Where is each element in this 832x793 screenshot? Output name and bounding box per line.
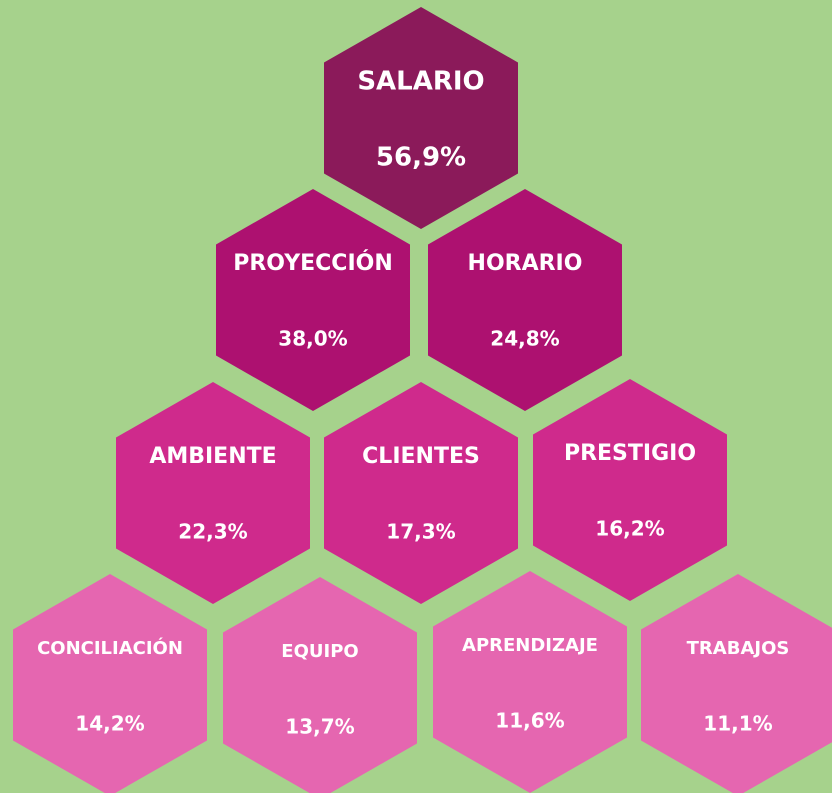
hexagon-label: APRENDIZAJE — [462, 635, 598, 656]
hexagon-label: EQUIPO — [281, 641, 358, 662]
hexagon — [428, 189, 622, 411]
hexagon-value: 38,0% — [278, 327, 347, 351]
hexagon-value: 24,8% — [490, 327, 559, 351]
hexagon — [533, 379, 727, 601]
hexagon-value: 56,9% — [376, 143, 466, 173]
hexagon-label: TRABAJOS — [687, 638, 790, 659]
hexagon — [223, 577, 417, 793]
hexagon-label: PRESTIGIO — [564, 441, 696, 466]
hexagon — [324, 7, 518, 229]
hexagon — [641, 574, 832, 793]
hexagon-value: 13,7% — [285, 715, 354, 739]
hexagon-label: CONCILIACIÓN — [37, 637, 183, 659]
hexagon-label: SALARIO — [357, 67, 484, 97]
hexagon-label: PROYECCIÓN — [233, 250, 393, 276]
hexagon — [13, 574, 207, 793]
hexagon — [433, 571, 627, 793]
hexagon-value: 17,3% — [386, 520, 455, 544]
hexagon-value: 14,2% — [75, 712, 144, 736]
hexagon — [216, 189, 410, 411]
hexagon-label: CLIENTES — [362, 444, 480, 469]
hexagon-label: AMBIENTE — [149, 444, 276, 469]
hexagon — [324, 382, 518, 604]
hexagon-label: HORARIO — [468, 251, 583, 276]
hexagon-value: 22,3% — [178, 520, 247, 544]
hexagon-value: 16,2% — [595, 517, 664, 541]
hexagon-value: 11,1% — [703, 712, 772, 736]
hexagon — [116, 382, 310, 604]
hexagon-value: 11,6% — [495, 709, 564, 733]
